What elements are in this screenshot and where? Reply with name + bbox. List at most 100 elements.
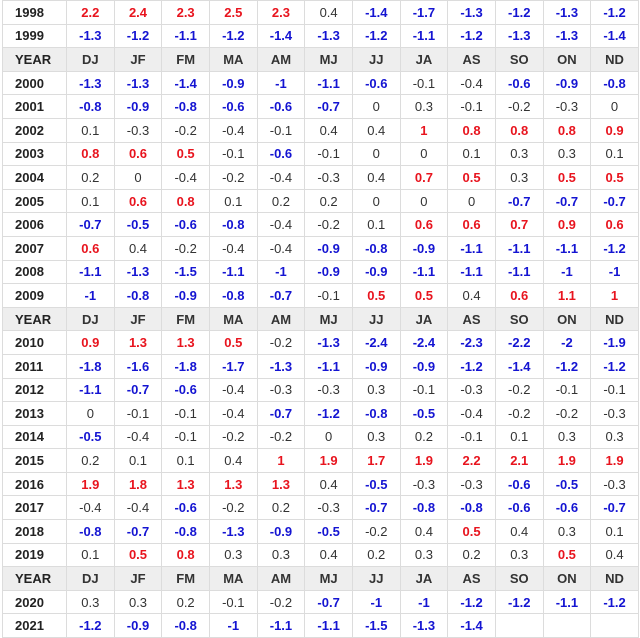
value-cell: 0.5 [161,141,210,167]
year-cell: 2007 [2,235,67,261]
value-cell: 0.4 [351,165,401,190]
value-cell: 0.4 [208,448,258,473]
table-row: 2020 0.3 0.3 0.2 -0.1 -0.2 -0.7 -1 -1 -1.2 -1.2 -1.… [2,589,639,615]
value-cell: -0.4 [256,212,306,237]
value-cell: 0 [399,141,449,167]
header-cell-dj: DJ [66,47,115,72]
year-cell: 2016 [2,471,67,497]
value-cell: -0.7 [351,495,401,521]
value-cell: 0.2 [161,589,210,615]
value-cell: -0.8 [161,94,210,119]
header-cell-jj: JJ [351,566,401,591]
value-cell: -0.7 [304,94,353,119]
value-cell: 0.3 [351,377,401,403]
value-cell: -1.4 [447,613,496,638]
value-cell: -0.3 [304,165,353,190]
value-cell: -0.2 [494,377,544,403]
value-cell: 0.9 [542,212,592,237]
value-cell: -0.1 [542,377,592,403]
table-row: 2013 0 -0.1 -0.1 -0.4 -0.7 -1.2 -0.8 -0.5 -0.4 -0.… [2,401,639,426]
value-cell: 0.1 [66,117,115,143]
value-cell: -0.9 [399,235,449,261]
value-cell: 0.7 [399,165,449,190]
value-cell: -0.7 [590,188,639,214]
value-cell: -1.2 [542,353,592,379]
value-cell: -0.9 [351,353,401,379]
value-cell: -0.9 [161,283,210,308]
value-cell: -0.1 [447,94,496,119]
header-cell-as: AS [447,47,496,72]
value-cell: 0.8 [66,141,115,167]
value-cell: -2.4 [399,330,449,355]
value-cell: -1.1 [399,23,449,49]
table-row: 2018 -0.8 -0.7 -0.8 -1.3 -0.9 -0.5 -0.2 0.4 0.5 0.… [2,519,639,544]
value-cell: 0.6 [399,212,449,237]
table-row: 2019 0.1 0.5 0.8 0.3 0.3 0.4 0.2 0.3 0.2 0.3 0.5 0.4 [2,542,639,568]
year-cell: 1999 [2,23,67,49]
header-cell-am: AM [256,306,306,332]
year-cell: 2021 [2,613,67,638]
value-cell: -0.9 [304,259,353,285]
value-cell: 0.5 [542,165,592,190]
value-cell: -0.5 [399,401,449,426]
value-cell: -1.1 [304,353,353,379]
value-cell: -1.2 [590,353,639,379]
value-cell: -0.3 [590,471,639,497]
value-cell: -1.7 [399,0,449,25]
value-cell: -1 [208,613,258,638]
value-cell: -1.1 [399,259,449,285]
value-cell: -0.4 [208,377,258,403]
value-cell: 0.3 [542,424,592,450]
value-cell: 2.2 [447,448,496,473]
value-cell: 0.3 [542,519,592,544]
value-cell: -2.3 [447,330,496,355]
value-cell: -0.8 [66,519,115,544]
value-cell: -0.6 [256,141,306,167]
value-cell: -1.2 [447,353,496,379]
value-cell: -1.2 [447,589,496,615]
value-cell: -1.3 [208,519,258,544]
value-cell: -0.8 [113,283,163,308]
value-cell: 0.2 [447,542,496,568]
value-cell: 0.8 [542,117,592,143]
header-cell-jf: JF [113,566,163,591]
value-cell: -1.3 [66,70,115,96]
value-cell: 0.6 [590,212,639,237]
table-row: 1999 -1.3 -1.2 -1.1 -1.2 -1.4 -1.3 -1.2 -1.1 -1.2… [2,23,639,49]
value-cell: 1.8 [113,471,163,497]
value-cell: 0.2 [66,165,115,190]
value-cell: -1.1 [304,70,353,96]
value-cell: -0.2 [161,117,210,143]
value-cell: -0.9 [113,94,163,119]
value-cell: 0.2 [256,495,306,521]
value-cell: 2.5 [208,0,258,25]
value-cell: 0.4 [494,519,544,544]
year-cell: 2002 [2,117,67,143]
table-row: 2007 0.6 0.4 -0.2 -0.4 -0.4 -0.9 -0.8 -0.9 -1.1 -1… [2,235,639,261]
value-cell: -1.3 [113,259,163,285]
value-cell: 0.6 [113,188,163,214]
header-cell-fm: FM [161,306,210,332]
header-cell-nd: ND [590,306,639,332]
table-row: 2021 -1.2 -0.9 -0.8 -1 -1.1 -1.1 -1.5 -1.3 -1.4 [2,613,639,638]
value-cell: -0.4 [256,235,306,261]
value-cell: 1.9 [304,448,353,473]
value-cell: -0.3 [590,401,639,426]
value-cell: -1.8 [161,353,210,379]
value-cell: -1.1 [447,235,496,261]
year-cell: 2001 [2,94,67,119]
value-cell: -0.4 [208,117,258,143]
year-cell: 1998 [2,0,67,25]
value-cell: -0.3 [447,471,496,497]
header-cell-jj: JJ [351,47,401,72]
value-cell: -1.2 [494,589,544,615]
value-cell: -0.9 [113,613,163,638]
value-cell: -0.6 [494,471,544,497]
value-cell: -0.8 [66,94,115,119]
value-cell: -0.9 [304,235,353,261]
header-cell-ja: JA [399,306,449,332]
value-cell: 0.3 [590,424,639,450]
value-cell: -1.3 [304,330,353,355]
header-cell-on: ON [542,566,592,591]
value-cell: -0.2 [208,165,258,190]
